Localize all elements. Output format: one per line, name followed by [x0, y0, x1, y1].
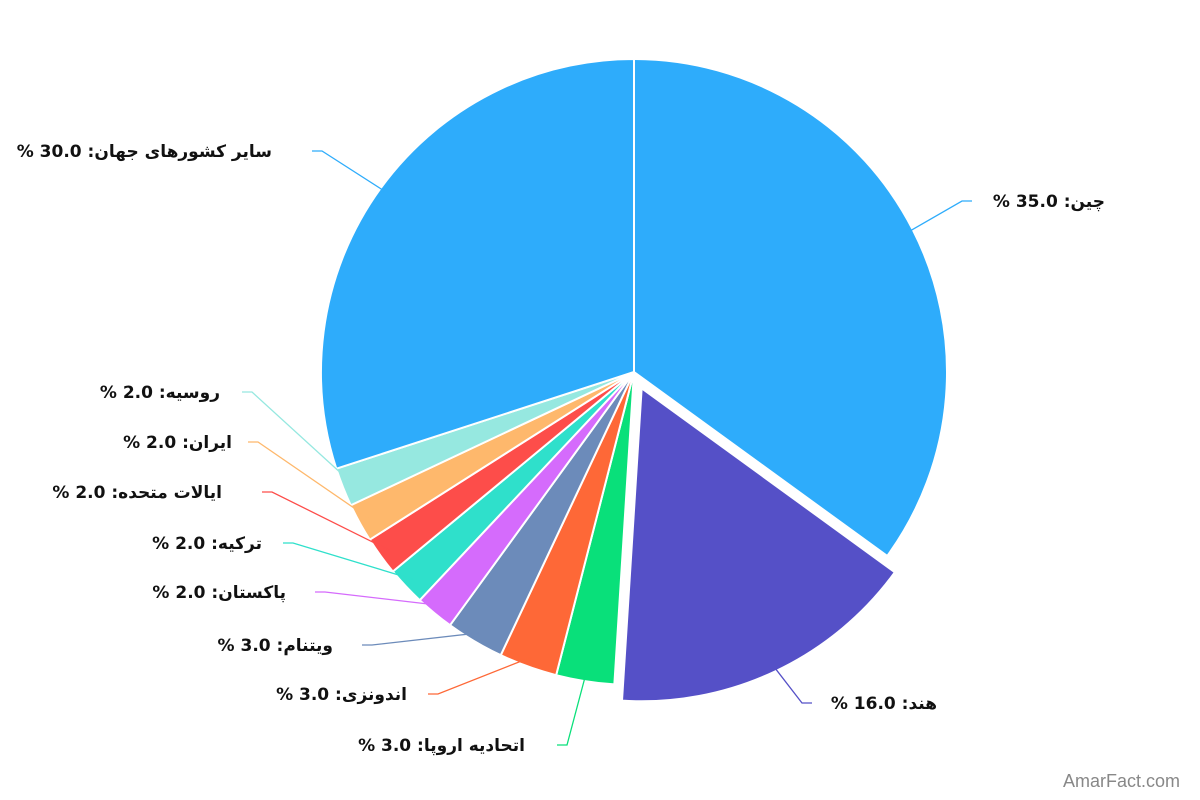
- leader-line: [903, 200, 972, 236]
- leader-line: [283, 542, 414, 581]
- leader-line: [557, 671, 588, 746]
- slice-labels: % چین: 35.0 % هند: 16.0 % اتحادیه اروپا: 3…: [17, 142, 1105, 756]
- slice-label: % ویتنام: 3.0: [218, 636, 333, 656]
- leader-line: [262, 491, 390, 551]
- slice-label: % سایر کشورهای جهان: 30.0: [17, 142, 272, 162]
- slice-label: % هند: 16.0: [831, 694, 937, 714]
- pie-slices: [320, 58, 948, 703]
- slice-label: % روسیه: 2.0: [100, 383, 220, 403]
- leader-line: [315, 591, 441, 607]
- slice-label: % پاکستان: 2.0: [152, 583, 286, 603]
- slice-label: % اتحادیه اروپا: 3.0: [358, 736, 525, 756]
- slice-label: % ترکیه: 2.0: [152, 534, 262, 554]
- leader-line: [362, 632, 480, 646]
- leader-line: [248, 441, 369, 519]
- leader-line: [770, 662, 812, 704]
- slice-label: % ایران: 2.0: [123, 433, 232, 453]
- leader-line: [312, 150, 390, 195]
- watermark: AmarFact.com: [1062, 771, 1180, 791]
- leader-line: [242, 391, 353, 485]
- leader-lines: [242, 150, 972, 746]
- leader-line: [428, 656, 532, 695]
- slice-label: % چین: 35.0: [993, 192, 1105, 212]
- slice-label: % اندونزی: 3.0: [276, 685, 407, 705]
- slice-label: % ایالات متحده: 2.0: [52, 483, 222, 503]
- pie-slice: [621, 387, 896, 703]
